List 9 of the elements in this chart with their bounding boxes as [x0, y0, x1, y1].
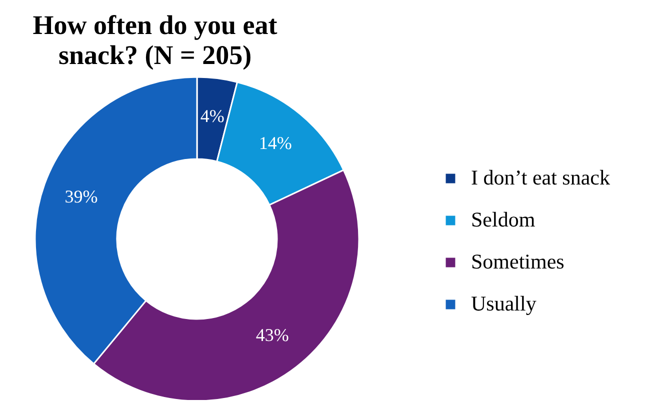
data-label: 4% [200, 106, 224, 126]
legend-label: Usually [471, 292, 537, 316]
legend-label: I don’t eat snack [471, 166, 610, 190]
data-label: 43% [256, 325, 289, 346]
legend-label: Seldom [471, 208, 536, 232]
chart-title: How often do you eat snack? (N = 205) [32, 10, 278, 70]
data-label: 39% [64, 186, 98, 206]
data-label: 14% [258, 133, 292, 154]
legend-label: Sometimes [471, 250, 564, 274]
